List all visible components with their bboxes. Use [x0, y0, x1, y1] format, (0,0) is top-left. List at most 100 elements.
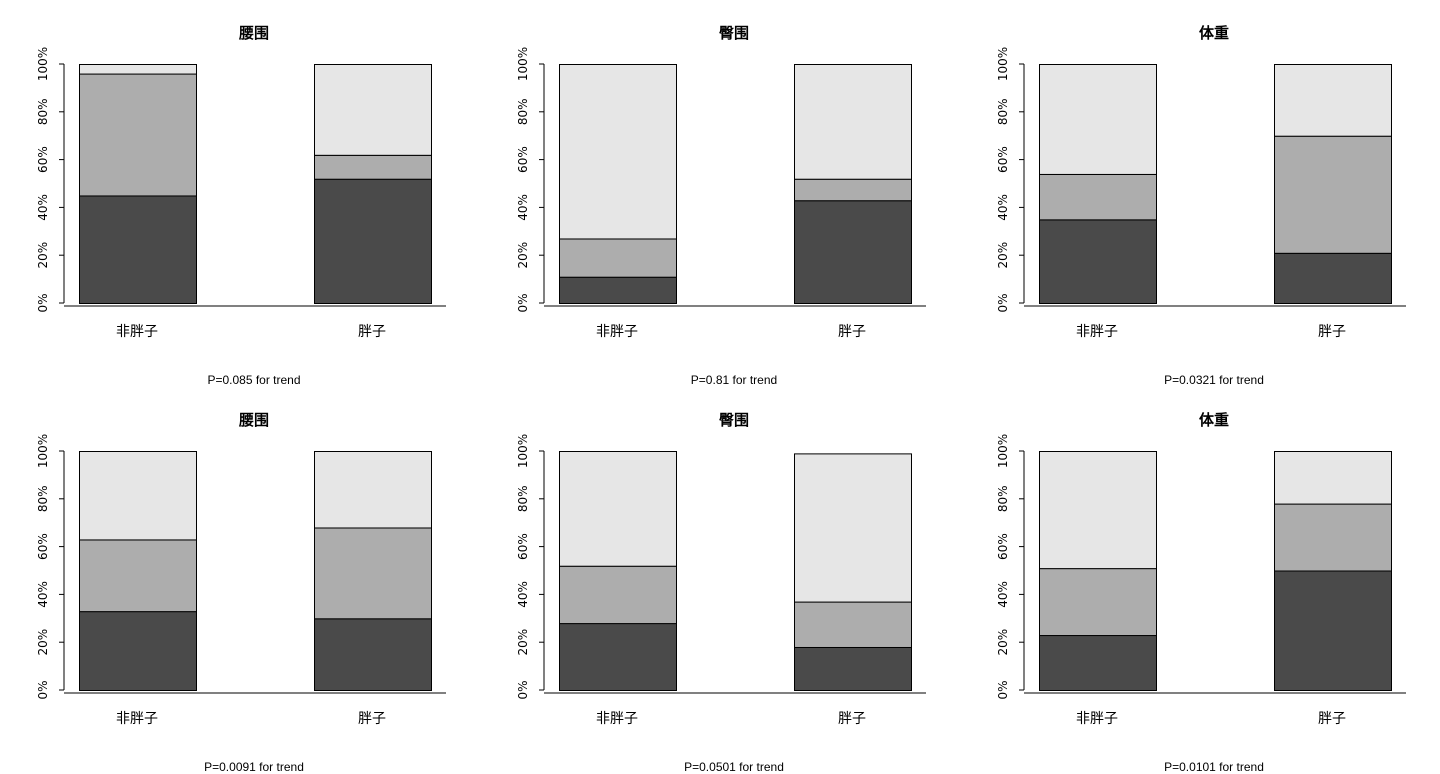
y-tick-label: 100% [996, 434, 1010, 468]
chart-panel-3: 体重 0% 20% 40% 60% 80% 100% 非胖子 胖子 P=0.0321 for tr… [996, 24, 1406, 387]
y-tick-label: 20% [36, 242, 50, 269]
y-tick-label: 60% [36, 533, 50, 560]
bar-segment-1-非胖子 [79, 195, 197, 304]
y-tick-label: 20% [36, 629, 50, 656]
y-tick-label: 20% [516, 242, 530, 269]
bar-segment-1-胖子 [314, 618, 432, 691]
y-tick-label: 80% [36, 485, 50, 512]
bar-segment-3-胖子 [794, 64, 912, 180]
chart-title: 腰围 [238, 24, 269, 42]
bar-segment-3-胖子 [314, 64, 432, 156]
category-label: 非胖子 [596, 324, 638, 340]
bar-segment-1-胖子 [314, 178, 432, 304]
bar-segment-1-胖子 [794, 646, 912, 692]
y-tick-label: 0% [36, 293, 50, 312]
chart-title: 腰围 [238, 411, 269, 429]
y-tick-label: 20% [996, 629, 1010, 656]
bar-segment-3-非胖子 [79, 451, 197, 541]
bar-segment-3-非胖子 [559, 451, 677, 567]
category-label: 非胖子 [1076, 324, 1118, 340]
bar-segment-1-胖子 [1274, 570, 1392, 691]
bar-segment-2-胖子 [1274, 135, 1392, 254]
chart-panel-4: 腰围 0% 20% 40% 60% 80% 100% 非胖子 胖子 P=0.0091 for tr… [36, 411, 446, 774]
y-tick-label: 80% [36, 98, 50, 125]
category-label: 胖子 [358, 711, 386, 727]
chart-title: 体重 [1199, 411, 1229, 429]
bar-segment-3-胖子 [1274, 64, 1392, 137]
category-label: 非胖子 [116, 324, 158, 340]
bar-segment-3-胖子 [794, 453, 912, 603]
category-label: 非胖子 [1076, 711, 1118, 727]
bar-segment-1-非胖子 [559, 276, 677, 304]
y-tick-label: 0% [996, 293, 1010, 312]
y-tick-label: 80% [996, 485, 1010, 512]
category-label: 胖子 [1318, 711, 1346, 727]
p-value-note: P=0.81 for trend [691, 373, 777, 387]
bar-segment-2-非胖子 [559, 238, 677, 278]
category-label: 胖子 [838, 324, 866, 340]
y-tick-label: 40% [996, 581, 1010, 608]
y-tick-label: 100% [516, 47, 530, 81]
y-tick-label: 80% [996, 98, 1010, 125]
bar-segment-3-非胖子 [1039, 64, 1157, 175]
bar-segment-2-非胖子 [559, 565, 677, 625]
p-value-note: P=0.085 for trend [207, 373, 300, 387]
bar-segment-2-胖子 [794, 601, 912, 648]
y-tick-label: 80% [516, 98, 530, 125]
p-value-note: P=0.0091 for trend [204, 760, 304, 774]
p-value-note: P=0.0101 for trend [1164, 760, 1264, 774]
bar-segment-1-非胖子 [1039, 219, 1157, 305]
y-tick-label: 20% [996, 242, 1010, 269]
bar-segment-2-非胖子 [79, 73, 197, 197]
bar-segment-1-非胖子 [559, 623, 677, 691]
y-tick-label: 40% [516, 194, 530, 221]
category-label: 非胖子 [116, 711, 158, 727]
y-tick-label: 0% [996, 680, 1010, 699]
y-tick-label: 80% [516, 485, 530, 512]
y-tick-label: 60% [996, 146, 1010, 173]
bar-segment-2-非胖子 [79, 539, 197, 613]
bar-segment-3-非胖子 [559, 64, 677, 240]
bar-segment-1-非胖子 [1039, 635, 1157, 691]
bar-segment-3-非胖子 [1039, 451, 1157, 570]
bar-segment-2-非胖子 [1039, 173, 1157, 221]
y-tick-label: 60% [516, 533, 530, 560]
category-label: 胖子 [358, 324, 386, 340]
chart-title: 臀围 [719, 411, 749, 429]
bar-segment-3-胖子 [314, 451, 432, 529]
chart-panel-1: 腰围 0% 20% 40% 60% 80% 100% 非胖子 胖子 P=0.085 for tre… [36, 24, 446, 387]
p-value-note: P=0.0501 for trend [684, 760, 784, 774]
bar-segment-1-胖子 [1274, 252, 1392, 304]
y-tick-label: 100% [996, 47, 1010, 81]
chart-panel-5: 臀围 0% 20% 40% 60% 80% 100% 非胖子 胖子 P=0.0501 for tr… [516, 411, 926, 774]
bar-segment-3-胖子 [1274, 451, 1392, 505]
y-tick-label: 40% [36, 194, 50, 221]
y-tick-label: 100% [36, 434, 50, 468]
chart-title: 体重 [1199, 24, 1229, 42]
y-tick-label: 40% [36, 581, 50, 608]
category-label: 非胖子 [596, 711, 638, 727]
bar-segment-2-胖子 [794, 178, 912, 202]
bar-segment-3-非胖子 [79, 64, 197, 75]
y-tick-label: 0% [516, 680, 530, 699]
chart-panel-6: 体重 0% 20% 40% 60% 80% 100% 非胖子 胖子 P=0.0101 for tr… [996, 411, 1406, 774]
bar-segment-2-胖子 [314, 154, 432, 180]
bar-segment-1-胖子 [794, 200, 912, 304]
y-tick-label: 100% [516, 434, 530, 468]
bar-segment-2-胖子 [314, 527, 432, 620]
bar-segment-2-胖子 [1274, 503, 1392, 572]
bar-segment-1-非胖子 [79, 611, 197, 692]
y-tick-label: 60% [516, 146, 530, 173]
y-tick-label: 100% [36, 47, 50, 81]
y-tick-label: 60% [36, 146, 50, 173]
bar-segment-2-非胖子 [1039, 568, 1157, 637]
chart-title: 臀围 [719, 24, 749, 42]
category-label: 胖子 [838, 711, 866, 727]
y-tick-label: 40% [996, 194, 1010, 221]
category-label: 胖子 [1318, 324, 1346, 340]
chart-panel-2: 臀围 0% 20% 40% 60% 80% 100% 非胖子 胖子 P=0.81 for tren… [516, 24, 926, 387]
y-tick-label: 0% [36, 680, 50, 699]
y-tick-label: 20% [516, 629, 530, 656]
y-tick-label: 40% [516, 581, 530, 608]
